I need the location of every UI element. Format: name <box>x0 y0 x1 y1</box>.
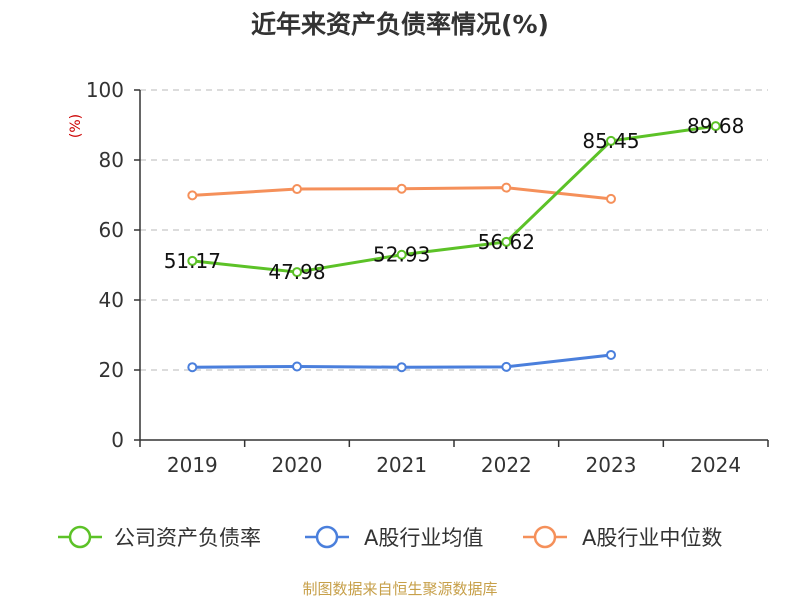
y-tick-label: 60 <box>99 218 124 242</box>
series-1-point <box>292 361 302 372</box>
series-1-point <box>501 361 512 372</box>
x-tick-label: 2023 <box>586 453 637 477</box>
x-tick-label: 2021 <box>376 453 427 477</box>
legend-swatch-marker <box>315 525 339 549</box>
data-labels: 51.17 47.98 52.93 56.62 85.45 89.68 <box>164 114 745 284</box>
series-2-point <box>396 183 407 194</box>
legend: 公司资产负债率 A股行业均值 A股行业中位数 <box>58 525 722 550</box>
data-label: 52.93 <box>373 243 430 267</box>
x-tick-label: 2019 <box>167 453 218 477</box>
data-label: 47.98 <box>268 260 325 284</box>
x-tick-label: 2022 <box>481 453 532 477</box>
series-0-line <box>192 124 716 274</box>
x-tick-label: 2024 <box>690 453 741 477</box>
source-note: 制图数据来自恒生聚源数据库 <box>302 580 497 598</box>
y-tick-label: 40 <box>99 288 124 312</box>
y-tick-label: 0 <box>111 428 124 452</box>
series-1-point <box>187 362 198 373</box>
data-label: 51.17 <box>164 249 221 273</box>
y-tick-label: 80 <box>99 148 124 172</box>
legend-swatch-marker <box>68 525 92 549</box>
legend-swatch-marker <box>533 525 557 549</box>
data-label: 85.45 <box>582 129 639 153</box>
chart-title: 近年来资产负债率情况(%) <box>251 10 549 39</box>
grid-lines <box>140 89 768 371</box>
legend-label: A股行业中位数 <box>582 526 722 550</box>
series-2-point <box>501 182 512 193</box>
series-0-point <box>710 121 721 132</box>
legend-label: A股行业均值 <box>364 526 483 550</box>
y-axis-unit-label: (%) <box>68 114 84 138</box>
legend-label: 公司资产负债率 <box>114 526 261 550</box>
series-2-point <box>292 184 302 195</box>
series-0-point <box>501 236 512 247</box>
series-2-point <box>187 190 198 201</box>
axes: 0 20 40 60 80 100 2019 2020 2021 2022 2023 2024 <box>86 78 769 477</box>
series-0-point <box>187 255 198 266</box>
data-label: 89.68 <box>687 114 744 138</box>
series-0-point <box>396 249 407 260</box>
series-0-point <box>292 267 302 278</box>
y-tick-label: 100 <box>86 78 124 102</box>
series-0-point <box>606 135 616 146</box>
series-1-point <box>606 349 616 360</box>
data-label: 56.62 <box>478 230 535 254</box>
series-layer <box>187 121 721 373</box>
series-2-point <box>606 193 616 204</box>
series-1-point <box>396 362 407 373</box>
y-tick-label: 20 <box>99 358 124 382</box>
x-tick-label: 2020 <box>272 453 323 477</box>
